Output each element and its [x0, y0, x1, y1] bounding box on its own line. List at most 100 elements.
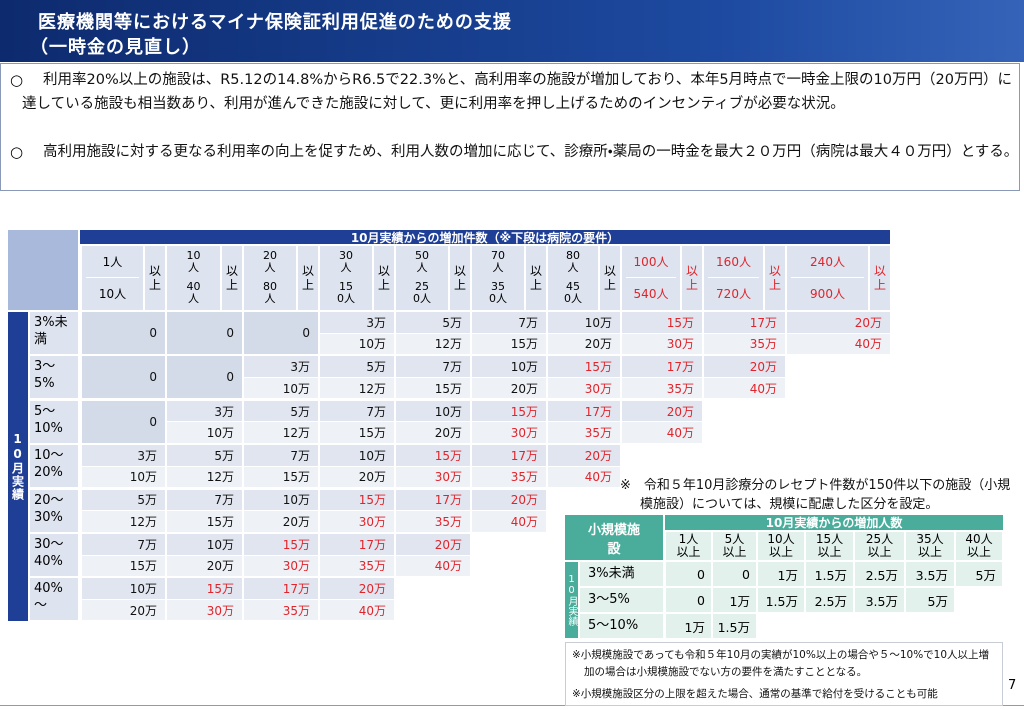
small-column-header: 5人以上 — [713, 532, 756, 560]
clinic-amount: 20万 — [472, 489, 546, 511]
clinic-amount: 5万 — [396, 312, 470, 333]
clinic-threshold: 70人 — [491, 249, 505, 274]
small-amount: 2.5万 — [806, 588, 853, 612]
hospital-threshold: 10人 — [98, 286, 127, 301]
clinic-amount: 17万 — [396, 489, 470, 511]
clinic-amount: 10万 — [396, 400, 470, 422]
clinic-amount: 3万 — [82, 445, 165, 466]
zero-cell: 0 — [244, 312, 318, 354]
hospital-amount: 20万 — [244, 511, 318, 532]
footnote-box — [565, 642, 1003, 706]
small-row-label: 3～5% — [580, 588, 663, 612]
small-note: ※ 令和５年10月診療分のレセプト件数が150件以下の施設（小規模施設）について… — [620, 478, 1011, 512]
clinic-amount: 20万 — [787, 312, 890, 333]
small-column-header: 40人以上 — [956, 532, 1002, 560]
row-label: 3～5% — [30, 356, 78, 399]
hospital-amount: 40万 — [787, 333, 890, 354]
row-label: 10～20% — [30, 445, 78, 488]
clinic-amount: 17万 — [244, 578, 318, 599]
hospital-amount: 10万 — [167, 422, 242, 443]
clinic-amount: 5万 — [82, 489, 165, 511]
threshold-divider — [791, 277, 864, 278]
clinic-amount: 17万 — [548, 400, 620, 422]
hospital-amount: 35万 — [704, 333, 785, 354]
clinic-threshold: 160人 — [716, 254, 751, 269]
clinic-amount: 7万 — [472, 312, 546, 333]
clinic-amount: 20万 — [548, 445, 620, 466]
clinic-threshold: 10人 — [186, 249, 201, 274]
hospital-threshold: 450人 — [564, 280, 582, 305]
clinic-threshold: 1人 — [102, 254, 123, 269]
hospital-amount: 15万 — [244, 466, 318, 488]
hospital-threshold: 150人 — [337, 280, 355, 305]
hospital-amount: 30万 — [167, 599, 242, 621]
row-label: 40%～ — [30, 578, 78, 621]
small-amount: 3.5万 — [855, 588, 904, 612]
clinic-threshold: 30人 — [339, 249, 353, 274]
hospital-amount: 20万 — [167, 555, 242, 576]
clinic-amount: 17万 — [622, 356, 702, 377]
clinic-amount: 20万 — [622, 400, 702, 422]
small-amount: 1万 — [713, 588, 756, 612]
row-label: 20～30% — [30, 489, 78, 532]
clinic-amount: 5万 — [320, 356, 394, 377]
small-amount: 1.5万 — [806, 562, 853, 586]
clinic-amount: 10万 — [82, 578, 165, 599]
clinic-amount: 20万 — [396, 534, 470, 555]
hospital-amount: 30万 — [472, 422, 546, 443]
corner-cell — [8, 230, 78, 310]
clinic-amount: 7万 — [396, 356, 470, 377]
small-amount: 0 — [666, 588, 711, 612]
column-header-bg — [320, 246, 372, 310]
suffix-cell: 以上 — [298, 246, 318, 310]
clinic-amount: 15万 — [320, 489, 394, 511]
hospital-amount: 12万 — [82, 511, 165, 532]
suffix-cell: 以上 — [145, 246, 165, 310]
hospital-amount: 30万 — [396, 466, 470, 488]
clinic-amount: 7万 — [244, 445, 318, 466]
clinic-threshold: 20人 — [263, 249, 277, 274]
hospital-amount: 35万 — [244, 599, 318, 621]
small-amount: 1万 — [666, 614, 711, 638]
small-amount: 2.5万 — [855, 562, 904, 586]
hospital-amount: 12万 — [396, 333, 470, 354]
hospital-amount: 10万 — [82, 466, 165, 488]
clinic-amount: 3万 — [167, 400, 242, 422]
hospital-amount: 15万 — [320, 422, 394, 443]
hospital-amount: 20万 — [548, 333, 620, 354]
clinic-amount: 15万 — [244, 534, 318, 555]
zero-cell: 0 — [82, 312, 165, 354]
clinic-amount: 10万 — [244, 489, 318, 511]
row-label: 3%未満 — [30, 312, 78, 354]
column-header-bg — [787, 246, 868, 310]
hospital-amount: 40万 — [396, 555, 470, 576]
hospital-amount: 35万 — [472, 466, 546, 488]
clinic-amount: 20万 — [320, 578, 394, 599]
small-amount: 3.5万 — [906, 562, 954, 586]
hospital-amount: 30万 — [244, 555, 318, 576]
zero-cell: 0 — [167, 356, 242, 399]
hospital-amount: 10万 — [320, 333, 394, 354]
small-column-header: 15人以上 — [806, 532, 853, 560]
row-axis: 10月実績 — [8, 312, 28, 621]
clinic-threshold: 240人 — [810, 254, 845, 269]
clinic-amount: 10万 — [472, 356, 546, 377]
hospital-amount: 20万 — [82, 599, 165, 621]
column-header-bg — [704, 246, 763, 310]
clinic-amount: 5万 — [167, 445, 242, 466]
small-column-header: 35人以上 — [906, 532, 954, 560]
small-row-label: 3%未満 — [580, 562, 663, 586]
zero-cell: 0 — [167, 312, 242, 354]
small-amount: 1万 — [758, 562, 804, 586]
hospital-amount: 20万 — [396, 422, 470, 443]
hospital-amount: 35万 — [396, 511, 470, 532]
column-header-bg — [82, 246, 143, 310]
threshold-divider — [708, 277, 759, 278]
small-amount: 0 — [713, 562, 756, 586]
column-header-bg — [244, 246, 296, 310]
bottom-rule — [0, 705, 1024, 706]
clinic-amount: 10万 — [320, 445, 394, 466]
hospital-amount: 15万 — [396, 377, 470, 399]
small-row-axis: 10月実績 — [565, 562, 578, 638]
hospital-amount: 40万 — [548, 466, 620, 488]
